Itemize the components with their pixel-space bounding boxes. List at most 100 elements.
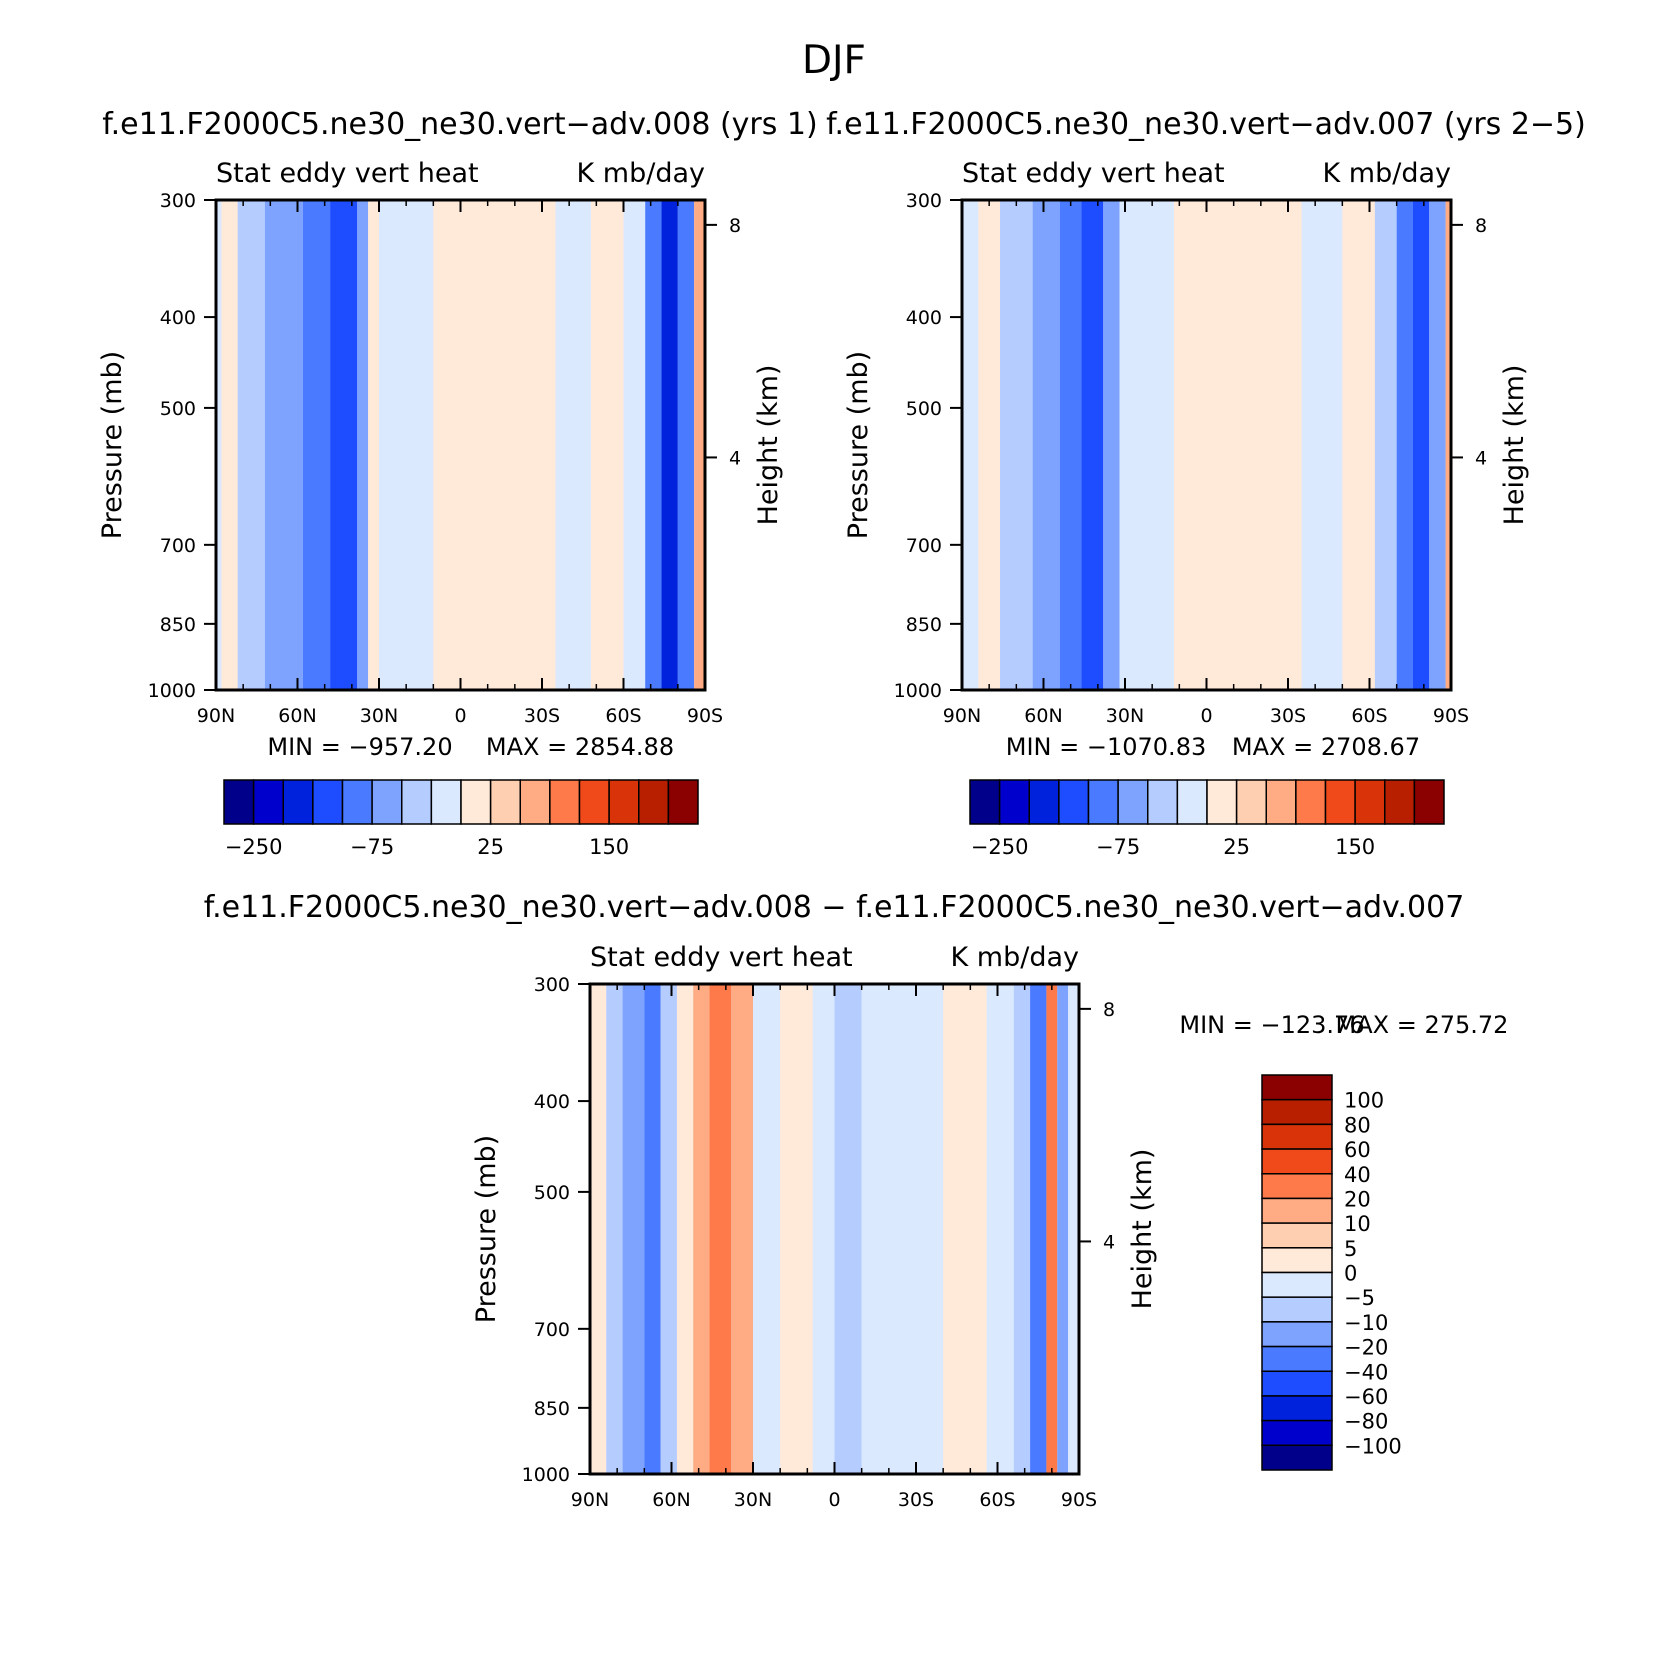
heatmap-band <box>1103 200 1120 690</box>
variable-label: Stat eddy vert heat <box>590 942 853 973</box>
heatmap-band <box>1046 984 1058 1474</box>
heatmap-band <box>1445 200 1451 690</box>
heatmap-field <box>590 984 1079 1474</box>
y-tick-label: 1000 <box>894 680 942 702</box>
heatmap-band <box>1374 200 1397 690</box>
colorbar-box <box>489 779 521 825</box>
colorbar-box <box>638 779 670 825</box>
y-tick-label: 500 <box>160 398 196 420</box>
y-tick-label: 700 <box>160 535 196 557</box>
heatmap-band <box>812 984 835 1474</box>
colorbar-box <box>1261 1395 1333 1422</box>
heatmap-band <box>1000 200 1033 690</box>
units-label: K mb/day <box>577 158 706 189</box>
colorbar-box <box>1261 1345 1333 1372</box>
y-axis-label: Pressure (mb) <box>843 351 874 539</box>
colorbar-label: 100 <box>1344 1089 1384 1113</box>
colorbar-box <box>549 779 581 825</box>
colorbar-box <box>341 779 373 825</box>
colorbar-label: 150 <box>1335 835 1375 859</box>
heatmap-field <box>962 200 1451 690</box>
heatmap-band <box>731 984 753 1474</box>
colorbar-box <box>1354 779 1386 825</box>
heatmap-band <box>368 200 379 690</box>
heatmap-band <box>1030 984 1047 1474</box>
heatmap-band <box>962 200 979 690</box>
colorbar-label: 25 <box>1223 835 1250 859</box>
heatmap-band <box>1173 200 1302 690</box>
y-axis-label: Pressure (mb) <box>97 351 128 539</box>
colorbar-box <box>519 779 551 825</box>
y-tick-label: 850 <box>534 1398 570 1420</box>
x-tick-label: 30S <box>524 705 560 727</box>
heatmap-band <box>1412 200 1430 690</box>
heatmap-band <box>1059 200 1082 690</box>
colorbar-label: −40 <box>1344 1360 1388 1384</box>
colorbar-box <box>1261 1074 1333 1101</box>
heatmap-band <box>644 984 661 1474</box>
colorbar-box <box>223 779 255 825</box>
colorbar-box <box>1261 1222 1333 1249</box>
x-tick-label: 90S <box>1433 705 1469 727</box>
panel-bottom-difference: f.e11.F2000C5.ne30_ne30.vert−adv.008 − f… <box>204 890 1509 1511</box>
colorbar-box <box>252 779 284 825</box>
colorbar-label: 25 <box>477 835 504 859</box>
colorbar-box <box>1261 1197 1333 1224</box>
heatmap-band <box>1429 200 1446 690</box>
x-tick-label: 90N <box>197 705 235 727</box>
colorbar-box <box>998 779 1030 825</box>
heatmap-band <box>264 200 303 690</box>
heatmap-band <box>379 200 434 690</box>
y2-tick-label: 4 <box>1475 447 1487 469</box>
colorbar-box <box>667 779 699 825</box>
heatmap-band <box>677 200 695 690</box>
y2-tick-label: 8 <box>1475 215 1487 237</box>
colorbar-label: −60 <box>1344 1385 1388 1409</box>
heatmap-band <box>1032 200 1060 690</box>
colorbar-box <box>608 779 640 825</box>
heatmap-band <box>661 200 678 690</box>
colorbar-box <box>460 779 492 825</box>
y-tick-label: 500 <box>534 1182 570 1204</box>
colorbar-box <box>578 779 610 825</box>
y-tick-label: 300 <box>906 190 942 212</box>
heatmap-band <box>555 200 591 690</box>
colorbar-box <box>1261 1173 1333 1200</box>
colorbar-box <box>1261 1098 1333 1126</box>
colorbar-label: 0 <box>1344 1262 1357 1286</box>
heatmap-band <box>943 984 987 1474</box>
x-tick-label: 90N <box>571 1489 609 1511</box>
colorbar-box <box>1261 1247 1333 1274</box>
y2-tick-label: 8 <box>1103 999 1115 1021</box>
y2-tick-label: 8 <box>729 215 741 237</box>
heatmap-band <box>676 984 694 1474</box>
min-label: MIN = −123.76 <box>1179 1011 1364 1039</box>
y-tick-label: 1000 <box>148 680 196 702</box>
colorbar-box <box>1117 779 1149 825</box>
colorbar-box <box>1176 779 1208 825</box>
heatmap-band <box>357 200 369 690</box>
y-tick-label: 700 <box>906 535 942 557</box>
colorbar-label: 150 <box>589 835 629 859</box>
colorbar-label: −250 <box>225 835 283 859</box>
variable-label: Stat eddy vert heat <box>216 158 479 189</box>
x-tick-label: 60S <box>979 1489 1015 1511</box>
panel-title: f.e11.F2000C5.ne30_ne30.vert−adv.007 (yr… <box>826 107 1586 142</box>
x-tick-label: 30S <box>1270 705 1306 727</box>
heatmap-band <box>694 200 705 690</box>
colorbar-label: 40 <box>1344 1163 1371 1187</box>
heatmap-band <box>780 984 813 1474</box>
x-tick-label: 60N <box>1024 705 1062 727</box>
y2-axis-label: Height (km) <box>1127 1149 1158 1310</box>
heatmap-band <box>834 984 862 1474</box>
heatmap-band <box>709 984 732 1474</box>
heatmap-band <box>1081 200 1104 690</box>
colorbar-box <box>282 779 314 825</box>
colorbar-box <box>1058 779 1090 825</box>
colorbar-label: −80 <box>1344 1410 1388 1434</box>
y-tick-label: 300 <box>160 190 196 212</box>
colorbar: −250 −75 25 150 <box>223 779 699 859</box>
x-tick-label: 60N <box>652 1489 690 1511</box>
x-tick-label: 0 <box>454 705 466 727</box>
